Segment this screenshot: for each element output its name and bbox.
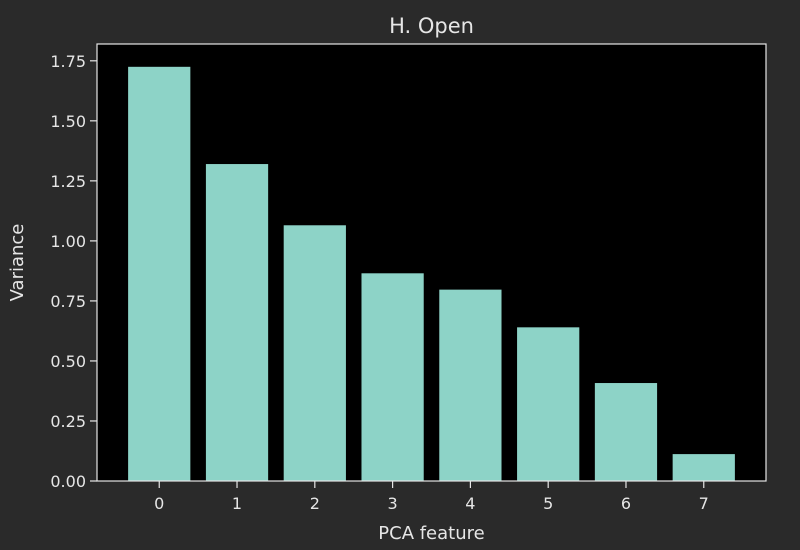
- y-axis-ticks: 0.00 0.25 0.50 0.75 1.00 1.25 1.50 1.75: [50, 52, 97, 491]
- y-tick-label-1.75: 1.75: [50, 52, 86, 71]
- x-tick-label-0: 0: [154, 494, 164, 513]
- x-axis-label: PCA feature: [378, 523, 484, 544]
- x-tick-label-4: 4: [465, 494, 475, 513]
- x-tick-label-6: 6: [621, 494, 631, 513]
- x-tick-label-7: 7: [699, 494, 709, 513]
- y-tick-label-0.25: 0.25: [50, 412, 86, 431]
- y-tick-label-1.25: 1.25: [50, 172, 86, 191]
- bar-1: [205, 164, 269, 482]
- x-tick-label-5: 5: [543, 494, 553, 513]
- bar-0: [128, 66, 191, 481]
- bar-7: [672, 454, 735, 481]
- bar-3: [361, 273, 424, 481]
- y-tick-label-1.50: 1.50: [50, 112, 86, 131]
- x-tick-label-1: 1: [232, 494, 242, 513]
- y-tick-label-0.75: 0.75: [50, 292, 86, 311]
- x-tick-label-2: 2: [310, 494, 320, 513]
- y-tick-label-0.00: 0.00: [50, 472, 86, 491]
- bars-group: [128, 66, 735, 482]
- bar-6: [594, 383, 658, 481]
- bar-5: [517, 327, 580, 481]
- y-tick-label-0.50: 0.50: [50, 352, 86, 371]
- x-tick-label-3: 3: [388, 494, 398, 513]
- bar-2: [283, 225, 346, 481]
- x-axis-ticks: 0 1 2 3 4 5 6 7: [154, 481, 709, 513]
- y-tick-label-1.00: 1.00: [50, 232, 86, 251]
- y-axis-label: Variance: [7, 224, 28, 302]
- plot-area: [97, 44, 766, 481]
- axes-frame: [96, 43, 767, 482]
- chart-title: H. Open: [389, 14, 474, 38]
- bar-4: [439, 289, 502, 481]
